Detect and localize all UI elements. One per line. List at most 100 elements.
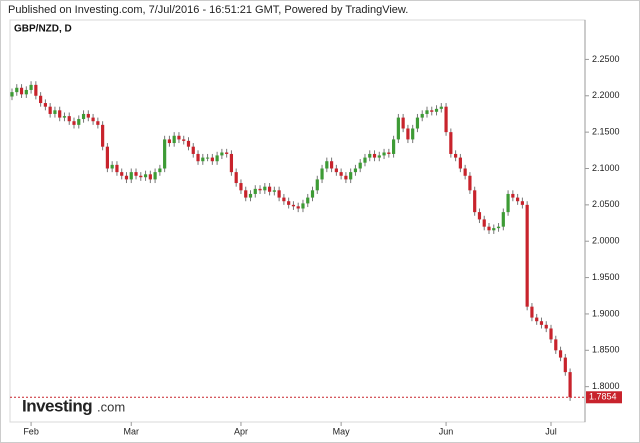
candle-body: [396, 117, 400, 140]
candle-body: [506, 193, 510, 213]
candle-body: [229, 153, 234, 173]
candle-body: [363, 157, 367, 163]
candle-body: [129, 172, 133, 180]
candle-body: [234, 172, 238, 184]
candle-body: [29, 84, 33, 90]
candle-body: [492, 228, 496, 231]
y-tick-label: 1.9000: [592, 308, 620, 318]
candle-body: [248, 193, 253, 198]
candle-body: [458, 157, 462, 169]
x-tick-label: Feb: [23, 426, 39, 436]
candle-body: [411, 128, 415, 140]
candle-body: [439, 106, 443, 109]
x-tick-label: Mar: [124, 426, 140, 436]
candle-body: [535, 317, 539, 322]
candle-body: [530, 306, 534, 318]
candle-body: [201, 157, 205, 162]
candle-body: [353, 168, 358, 173]
x-tick-label: Apr: [234, 426, 248, 436]
candle-body: [96, 121, 100, 125]
candle-body: [72, 121, 76, 125]
candle-body: [454, 153, 458, 158]
candle-body: [401, 117, 405, 129]
candle-body: [434, 108, 439, 112]
candle-body: [568, 372, 572, 398]
candle-body: [143, 174, 148, 178]
candle-body: [34, 84, 38, 96]
candle-body: [511, 193, 515, 198]
candle-body: [139, 175, 143, 178]
candle-body: [482, 219, 486, 227]
candle-body: [191, 146, 195, 154]
candle-body: [525, 204, 529, 307]
candle-body: [549, 328, 553, 340]
candle-body: [296, 206, 300, 209]
candle-body: [244, 190, 248, 198]
candle-body: [43, 103, 47, 107]
candle-body: [39, 95, 43, 104]
candle-body: [120, 172, 124, 176]
candle-body: [67, 116, 71, 122]
y-tick-label: 2.1500: [592, 127, 620, 137]
candle-body: [110, 164, 114, 169]
candle-body: [172, 135, 176, 144]
candle-body: [253, 188, 257, 194]
candle-body: [24, 89, 28, 95]
candle-body: [320, 168, 324, 180]
candle-body: [334, 168, 338, 173]
candle-body: [81, 113, 86, 120]
candle-body: [277, 190, 281, 198]
candle-body: [368, 153, 372, 158]
candle-body: [148, 174, 152, 180]
y-tick-label: 1.8500: [592, 345, 620, 355]
candle-body: [220, 152, 224, 156]
y-tick-label: 2.0000: [592, 236, 620, 246]
last-price-box: [586, 391, 622, 404]
candle-body: [258, 188, 262, 191]
candle-body: [158, 168, 162, 173]
y-tick-label: 2.1000: [592, 163, 620, 173]
candle-body: [196, 153, 200, 162]
candle-body: [53, 110, 57, 114]
candle-body: [182, 139, 186, 141]
candle-body: [558, 350, 563, 358]
logo-suffix: .com: [97, 399, 125, 414]
candle-body: [372, 153, 377, 158]
candle-body: [358, 162, 362, 169]
y-tick-label: 1.8000: [592, 381, 620, 391]
candle-body: [77, 119, 81, 125]
candle-body: [382, 152, 386, 156]
candle-body: [15, 87, 19, 93]
x-tick-label: May: [333, 426, 351, 436]
candle-body: [420, 113, 424, 118]
candle-body: [501, 212, 505, 227]
x-tick-label: Jun: [439, 426, 454, 436]
candle-body: [425, 110, 429, 114]
candle-body: [554, 339, 558, 351]
candle-body: [349, 172, 353, 180]
candle-body: [267, 186, 272, 192]
candle-body: [329, 161, 334, 169]
candle-body: [449, 132, 453, 154]
publish-header: Published on Investing.com, 7/Jul/2016 -…: [8, 4, 408, 16]
candle-body: [563, 357, 567, 373]
candle-body: [101, 124, 105, 147]
candle-body: [282, 197, 286, 202]
candle-body: [58, 110, 62, 118]
candle-body: [539, 321, 544, 325]
candle-body: [496, 226, 501, 229]
x-tick-label: Jul: [545, 426, 557, 436]
symbol-title: GBP/NZD, D: [14, 24, 72, 35]
candle-body: [19, 87, 24, 95]
candle-body: [10, 92, 14, 97]
y-tick-label: 2.2500: [592, 54, 620, 64]
candle-body: [205, 157, 210, 159]
candle-body: [430, 110, 434, 112]
candle-body: [344, 175, 348, 180]
candle-body: [263, 186, 267, 191]
candle-body: [444, 106, 448, 133]
candle-body: [272, 190, 276, 192]
